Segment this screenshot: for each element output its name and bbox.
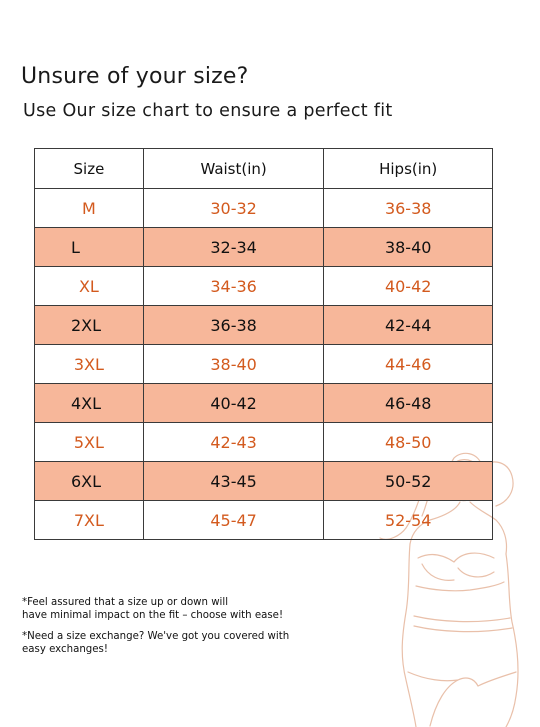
page-title: Unsure of your size? <box>21 64 249 89</box>
table-row: 2XL 36-38 42-44 <box>34 305 493 345</box>
hips-cell: 38-40 <box>323 227 493 267</box>
table-row: 3XL 38-40 44-46 <box>34 344 493 384</box>
hips-cell: 46-48 <box>323 383 493 423</box>
table-row: M 30-32 36-38 <box>34 188 493 228</box>
table-header-row: Size Waist(in) Hips(in) <box>34 148 493 189</box>
size-cell: L <box>34 227 144 267</box>
column-header-hips: Hips(in) <box>323 148 493 189</box>
waist-cell: 45-47 <box>142 500 325 540</box>
table-row: L 32-34 38-40 <box>34 227 493 267</box>
column-header-waist: Waist(in) <box>142 148 325 189</box>
size-cell: 2XL <box>34 305 144 345</box>
size-cell: 6XL <box>34 461 144 501</box>
waist-cell: 32-34 <box>142 227 325 267</box>
waist-cell: 40-42 <box>142 383 325 423</box>
size-cell: 4XL <box>34 383 144 423</box>
table-row: 5XL 42-43 48-50 <box>34 422 493 462</box>
exchange-note: *Need a size exchange? We've got you cov… <box>22 631 290 655</box>
size-cell: 7XL <box>34 500 144 540</box>
hips-cell: 40-42 <box>323 266 493 306</box>
size-cell: 3XL <box>34 344 144 384</box>
size-chart-table: Size Waist(in) Hips(in) M 30-32 36-38 L … <box>34 148 493 540</box>
hips-cell: 50-52 <box>323 461 493 501</box>
table-row: 7XL 45-47 52-54 <box>34 500 493 540</box>
fit-note: *Feel assured that a size up or down wil… <box>22 597 284 621</box>
table-row: XL 34-36 40-42 <box>34 266 493 306</box>
waist-cell: 34-36 <box>142 266 325 306</box>
hips-cell: 42-44 <box>323 305 493 345</box>
waist-cell: 38-40 <box>142 344 325 384</box>
hips-cell: 36-38 <box>323 188 493 228</box>
size-cell: M <box>34 188 144 228</box>
size-cell: XL <box>34 266 144 306</box>
hips-cell: 48-50 <box>323 422 493 462</box>
waist-cell: 36-38 <box>142 305 325 345</box>
page-subtitle: Use Our size chart to ensure a perfect f… <box>23 101 393 121</box>
column-header-size: Size <box>34 148 144 189</box>
waist-cell: 43-45 <box>142 461 325 501</box>
hips-cell: 52-54 <box>323 500 493 540</box>
table-row: 6XL 43-45 50-52 <box>34 461 493 501</box>
size-cell: 5XL <box>34 422 144 462</box>
waist-cell: 42-43 <box>142 422 325 462</box>
table-row: 4XL 40-42 46-48 <box>34 383 493 423</box>
hips-cell: 44-46 <box>323 344 493 384</box>
waist-cell: 30-32 <box>142 188 325 228</box>
footnotes: *Feel assured that a size up or down wil… <box>22 597 289 665</box>
